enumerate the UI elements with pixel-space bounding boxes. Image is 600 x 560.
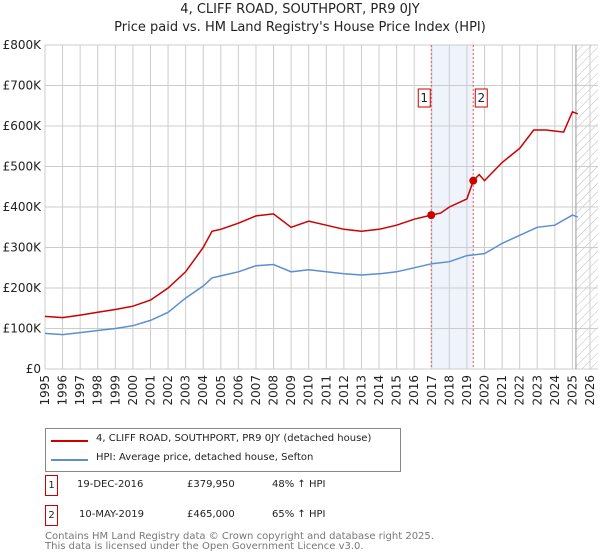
sale-badge-box [417, 88, 431, 108]
x-tick-label: 2021 [495, 375, 509, 406]
chart-subtitle: Price paid vs. HM Land Registry's House … [114, 20, 486, 35]
transaction-price: £465,000 [187, 509, 235, 520]
x-tick-label: 2001 [143, 375, 157, 406]
sale-badge-label: 2 [477, 91, 485, 105]
x-tick-label: 2000 [126, 375, 140, 406]
x-tick-label: 1997 [73, 375, 87, 406]
x-tick-label: 1998 [91, 375, 105, 406]
x-tick-label: 2010 [302, 375, 316, 406]
y-tick-label: £300K [3, 241, 43, 255]
x-tick-label: 2019 [460, 375, 474, 406]
x-tick-label: 2003 [179, 375, 193, 406]
transaction-row: 1 19-DEC-2016 £379,950 48% ↑ HPI [45, 475, 445, 496]
sale-point [469, 176, 478, 185]
x-tick-label: 1996 [56, 375, 70, 406]
x-tick-label: 2005 [214, 375, 228, 406]
transaction-row: 2 10-MAY-2019 £465,000 65% ↑ HPI [45, 505, 445, 526]
x-tick-label: 2018 [442, 375, 456, 406]
x-tick-label: 2013 [354, 375, 368, 406]
x-tick-label: 2014 [372, 375, 386, 406]
y-tick-label: £600K [3, 119, 43, 133]
transaction-date: 10-MAY-2019 [79, 509, 145, 520]
transaction-hpi: 65% ↑ HPI [272, 509, 326, 520]
transaction-hpi: 48% ↑ HPI [272, 479, 326, 490]
x-tick-label: 2007 [249, 375, 263, 406]
sale-badge-label: 1 [420, 91, 428, 105]
x-tick-label: 2026 [583, 375, 597, 406]
x-tick-label: 2012 [337, 375, 351, 406]
footer-line: This data is licensed under the Open Gov… [45, 541, 364, 552]
hpi-line [44, 214, 578, 336]
y-tick-label: £800K [3, 38, 43, 52]
x-tick-label: 2016 [407, 375, 421, 406]
y-tick-label: £0 [26, 362, 41, 376]
x-tick-label: 2011 [319, 375, 333, 406]
legend-blue-line [51, 459, 88, 461]
x-tick-label: 2009 [284, 375, 298, 406]
sale-point [427, 211, 436, 220]
x-tick-label: 2006 [231, 375, 245, 406]
y-tick-label: £200K [3, 281, 43, 295]
legend-hpi: HPI: Average price, detached house, Seft… [96, 452, 314, 463]
x-tick-label: 2008 [267, 375, 281, 406]
y-tick-label: £500K [3, 160, 43, 174]
footer: Contains HM Land Registry data © Crown c… [45, 532, 434, 552]
x-tick-label: 2002 [161, 375, 175, 406]
x-tick-label: 2017 [425, 375, 439, 406]
transaction-price: £379,950 [187, 479, 235, 490]
x-tick-label: 2022 [513, 375, 527, 406]
x-tick-label: 2025 [565, 375, 579, 406]
marker-badge: 1 [45, 475, 58, 496]
x-tick-label: 2020 [478, 375, 492, 406]
x-tick-label: 2004 [196, 375, 210, 406]
y-tick-label: £100K [3, 322, 43, 336]
sale-badge-box [474, 88, 488, 108]
x-tick-label: 2015 [390, 375, 404, 406]
property-price-line [44, 110, 578, 319]
x-tick-label: 1995 [38, 375, 52, 406]
footer-line: Contains HM Land Registry data © Crown c… [45, 531, 434, 542]
x-tick-label: 2023 [530, 375, 544, 406]
legend-red-line [51, 440, 88, 442]
transaction-date: 19-DEC-2016 [77, 479, 144, 490]
price-chart: £0 £100K £200K £300K £400K £500K £600K £700K £80… [3, 38, 598, 406]
marker-badge: 2 [45, 505, 58, 526]
y-tick-label: £700K [3, 79, 43, 93]
y-tick-label: £400K [3, 200, 43, 214]
chart-title: 4, CLIFF ROAD, SOUTHPORT, PR9 0JY [180, 2, 420, 17]
legend: 4, CLIFF ROAD, SOUTHPORT, PR9 0JY (detac… [45, 428, 401, 472]
x-tick-label: 2024 [548, 375, 562, 406]
legend-property: 4, CLIFF ROAD, SOUTHPORT, PR9 0JY (detac… [96, 433, 372, 444]
x-tick-label: 1999 [108, 375, 122, 406]
